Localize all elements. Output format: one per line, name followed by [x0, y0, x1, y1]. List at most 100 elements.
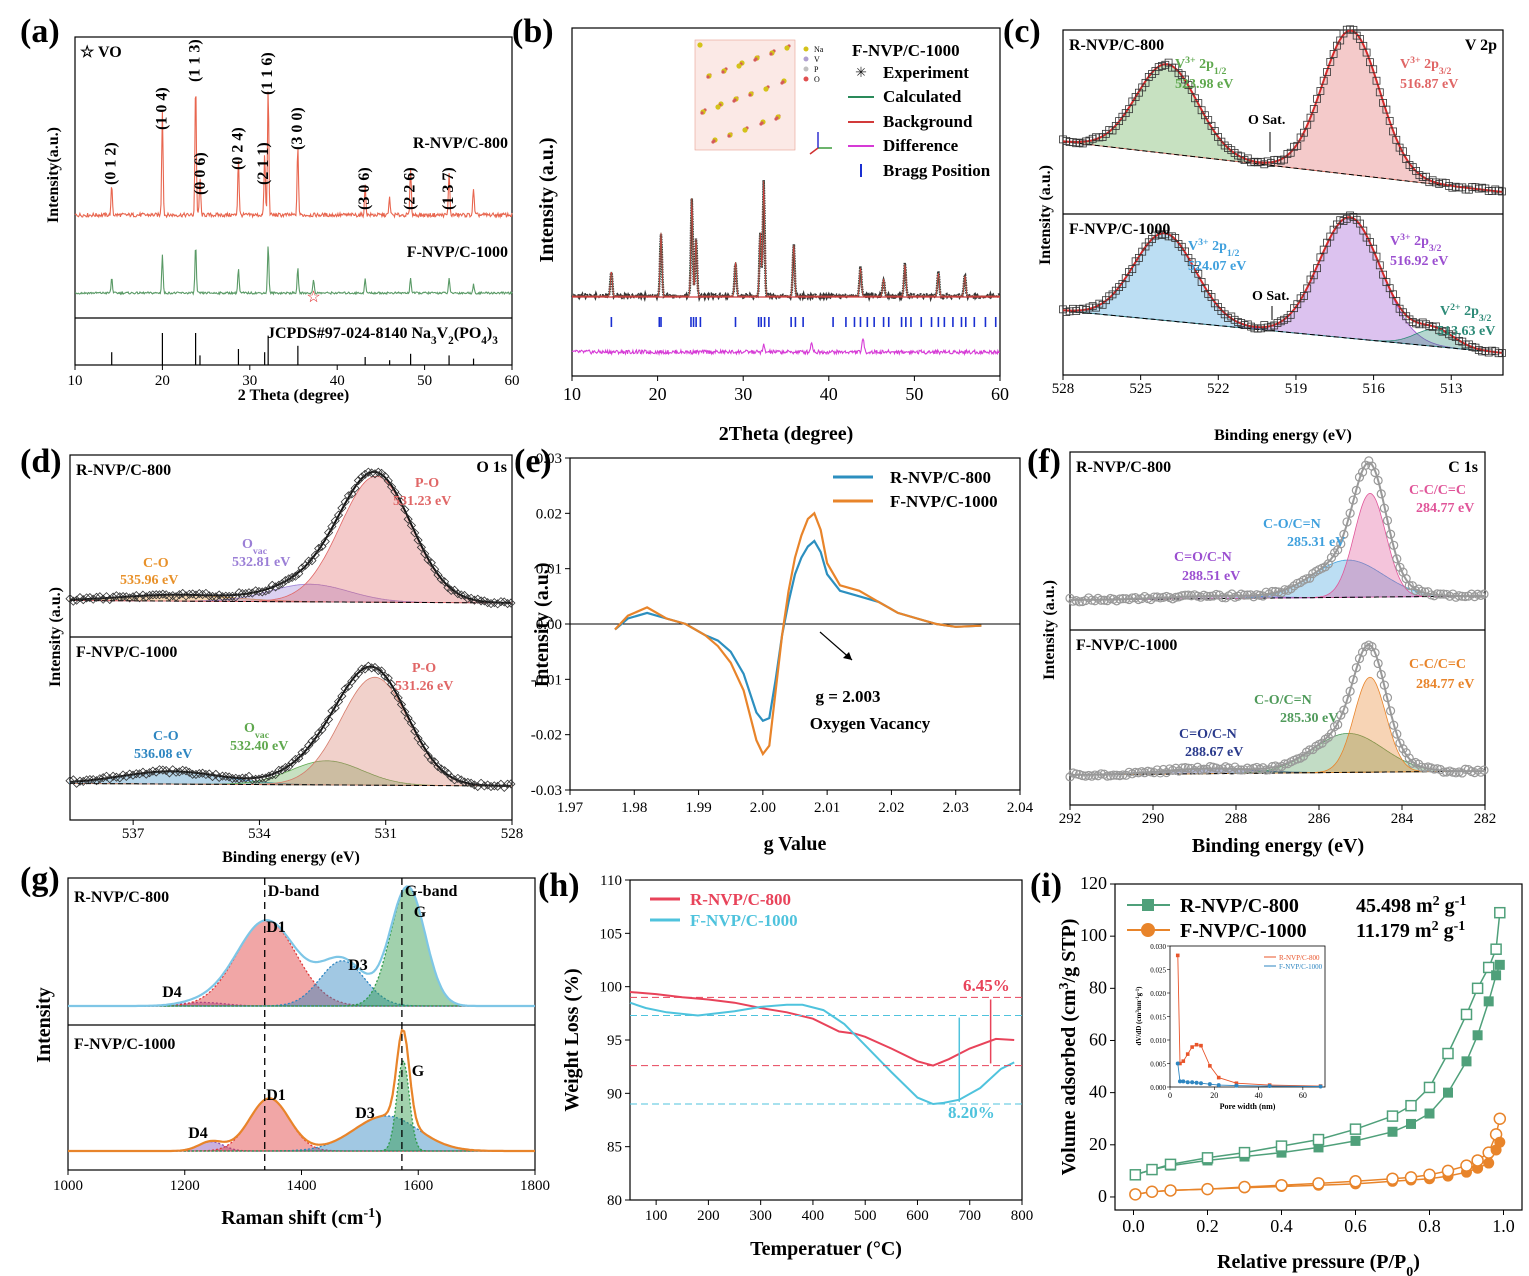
data-marker [1183, 590, 1193, 600]
adsorption-point [1494, 1136, 1506, 1148]
x-tick-label: 50 [417, 373, 432, 389]
x-tick-label: 40 [820, 384, 838, 404]
structure-atom [780, 81, 784, 85]
data-marker [1392, 554, 1402, 564]
data-marker [1345, 508, 1355, 518]
peak-label: D3 [348, 957, 368, 974]
data-marker [1417, 762, 1427, 772]
data-marker [1454, 591, 1464, 601]
epr-series-f-nvp [614, 511, 982, 757]
inset-x-axis-label: Pore width (nm) [1220, 1102, 1276, 1111]
y-axis-label: Intensity [33, 987, 55, 1063]
peak-label: D1 [266, 919, 286, 936]
data-marker [347, 676, 357, 686]
structure-atom [706, 75, 710, 79]
raman-frame [67, 877, 536, 1171]
x-tick-label: 2.02 [878, 800, 904, 816]
data-marker [1196, 765, 1206, 775]
data-marker [171, 592, 181, 602]
y-tick-label: 0.00 [536, 617, 562, 633]
y-tick-label: 0.01 [536, 562, 562, 578]
data-marker [65, 776, 75, 786]
element-label: V 2p [1465, 37, 1497, 54]
axis-indicator-a [809, 147, 819, 155]
data-marker [1373, 658, 1383, 669]
data-marker [1316, 87, 1325, 95]
data-marker [1329, 548, 1340, 558]
data-marker [307, 736, 317, 746]
x-tick-label: 525 [1129, 381, 1152, 397]
data-marker [108, 592, 118, 602]
inset-point [1181, 1059, 1186, 1063]
data-marker [499, 782, 509, 792]
data-marker [144, 768, 155, 778]
annotation-arrowhead [843, 652, 852, 660]
data-marker [1326, 57, 1335, 66]
adsorption-point [1472, 1030, 1483, 1041]
data-marker [350, 672, 360, 682]
desorption-point [1404, 1171, 1418, 1184]
component-label: C=O/C-N [1174, 550, 1232, 565]
data-marker [1300, 292, 1308, 300]
y-axis-label: Intensity (a.u.) [47, 587, 64, 687]
inset-point [1208, 1064, 1212, 1068]
data-marker [1392, 135, 1401, 144]
weight-loss-label: 6.45% [963, 976, 1010, 995]
component-label: Ovac [244, 721, 270, 741]
component-label: C-O [143, 556, 169, 571]
data-marker [204, 591, 214, 601]
data-marker [1370, 648, 1380, 658]
x-tick-label: 0.2 [1196, 1216, 1219, 1236]
x-axis-label: 2 Theta (degree) [238, 387, 349, 404]
data-marker [383, 673, 393, 683]
x-tick-label: 10 [68, 373, 83, 389]
inset-point [1178, 1061, 1182, 1066]
component-ev: 516.92 eV [1390, 254, 1448, 269]
structure-atom [784, 45, 790, 51]
data-marker [1224, 763, 1234, 773]
x-axis-label: Relative pressure (P/P0) [1217, 1251, 1420, 1276]
inset-y-axis-label: dV/dD (cm3nm-1g-1) [1135, 986, 1143, 1046]
panel-label-e: (e) [514, 443, 552, 480]
data-marker [1108, 770, 1119, 780]
structure-legend-label: O [814, 75, 820, 84]
desorption-point [1238, 1146, 1251, 1159]
baseline [1062, 141, 1501, 193]
data-marker [1357, 647, 1368, 657]
data-marker [1280, 759, 1290, 769]
data-marker [1152, 765, 1162, 775]
inset-y-tick-label: 0.025 [1150, 967, 1166, 975]
data-marker [280, 576, 291, 586]
data-marker [257, 587, 267, 597]
rietveld-frame [571, 27, 1001, 377]
inset-point [1194, 1042, 1199, 1047]
y-tick-label: -0.01 [531, 672, 562, 688]
x-tick-label: 60 [991, 384, 1009, 404]
data-marker [1183, 763, 1193, 773]
desorption-point [1201, 1152, 1214, 1164]
inset-point [1216, 1075, 1221, 1080]
structure-atom [697, 42, 703, 48]
data-marker [1177, 763, 1187, 773]
data-marker [1362, 48, 1371, 57]
inset-legend-item: R-NVP/C-800 [1279, 954, 1320, 962]
band-label: G-band [405, 883, 458, 900]
data-marker [191, 590, 201, 600]
data-marker [420, 742, 430, 752]
experiment-series [570, 180, 1001, 303]
data-marker [1130, 767, 1140, 778]
data-marker [1351, 485, 1361, 496]
desorption-point [1442, 1047, 1454, 1060]
structure-atom [763, 86, 769, 92]
data-marker [98, 773, 108, 783]
data-marker [251, 586, 261, 596]
data-marker [449, 775, 460, 785]
desorption-point [1164, 1184, 1177, 1197]
data-marker [121, 592, 131, 602]
structure-legend-dot [803, 66, 809, 72]
component-label: C-O/C=N [1254, 693, 1312, 708]
data-marker [413, 535, 423, 545]
raman-component-d3 [68, 1115, 535, 1152]
component-ev: 285.30 eV [1280, 711, 1338, 726]
adsorption-point [1443, 1087, 1453, 1098]
